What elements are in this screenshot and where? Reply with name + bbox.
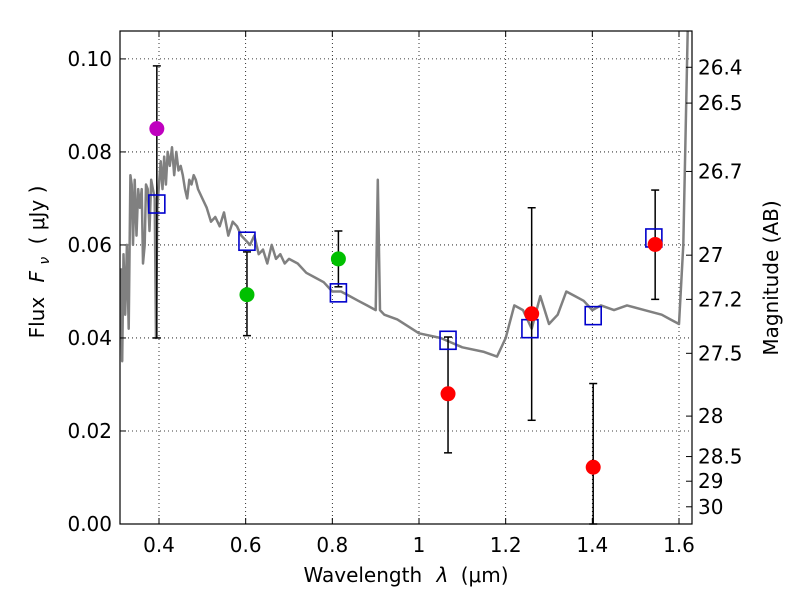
model-points xyxy=(148,194,663,351)
observed-point xyxy=(330,251,346,267)
x-axis-label-unit: (μm) xyxy=(461,563,509,587)
observed-point xyxy=(524,306,540,322)
model-point-square xyxy=(238,231,256,252)
model-point-square xyxy=(329,283,348,303)
model-point-square xyxy=(584,305,603,326)
y2-axis-label: Magnitude (AB) xyxy=(759,200,783,355)
y-axis-label-sub: ν xyxy=(37,257,53,265)
observed-point xyxy=(239,287,255,303)
y2-tick-label: 27.5 xyxy=(698,341,743,365)
y-axis-label-unit: ( μJy ) xyxy=(25,186,49,245)
y-tick-label: 0.02 xyxy=(67,419,112,443)
y2-tick-label: 28.5 xyxy=(698,445,743,469)
observed-point xyxy=(149,121,165,137)
y2-tick-label: 26.4 xyxy=(698,55,743,79)
model-point-square xyxy=(148,194,166,214)
y-tick-label: 0.06 xyxy=(67,233,112,257)
y-axis-label-symbol: F xyxy=(25,270,49,282)
model-spectrum-line xyxy=(119,30,689,363)
y2-tick-label: 26.5 xyxy=(698,91,743,115)
x-tick-label: 0.4 xyxy=(143,533,175,557)
y-tick-label: 0.10 xyxy=(67,47,112,71)
error-bar xyxy=(152,65,161,339)
y-tick-label: 0.08 xyxy=(67,140,112,164)
plot-frame xyxy=(119,30,693,525)
error-bars xyxy=(152,65,660,525)
error-bar xyxy=(589,382,598,525)
y-tick-label: 0.00 xyxy=(67,512,112,536)
x-tick-label: 0.6 xyxy=(230,533,262,557)
y2-tick-label: 27.2 xyxy=(698,287,743,311)
x-tick-label: 1.4 xyxy=(576,533,608,557)
x-axis-label-lambda: λ xyxy=(436,563,449,587)
x-tick-label: 1.6 xyxy=(663,533,695,557)
grid-lines xyxy=(120,31,692,525)
y2-tick-label: 29 xyxy=(698,469,723,493)
observed-point xyxy=(440,386,456,402)
y2-tick-label: 30 xyxy=(698,495,723,519)
y-axis-label-prefix: Flux xyxy=(25,297,49,339)
y-tick-label: 0.04 xyxy=(67,326,112,350)
observed-point xyxy=(647,236,663,252)
model-point-square xyxy=(439,330,457,351)
y2-tick-label: 27 xyxy=(698,243,723,267)
x-tick-label: 1 xyxy=(413,533,426,557)
x-tick-label: 1.2 xyxy=(490,533,522,557)
x-axis-ticks: 0.4 0.6 0.8 1 1.2 1.4 1.6 xyxy=(143,31,695,557)
y-axis-ticks: 0.00 0.02 0.04 0.06 0.08 0.10 xyxy=(67,47,126,536)
observed-points xyxy=(149,121,663,475)
x-axis-label: Wavelength λ (μm) xyxy=(303,563,508,587)
x-axis-label-prefix: Wavelength xyxy=(303,563,422,587)
y2-tick-label: 26.7 xyxy=(698,159,743,183)
y-axis-label: Flux F ν ( μJy ) xyxy=(25,186,54,339)
observed-point xyxy=(585,459,601,475)
x-tick-label: 0.8 xyxy=(316,533,348,557)
y2-tick-label: 28 xyxy=(698,404,723,428)
